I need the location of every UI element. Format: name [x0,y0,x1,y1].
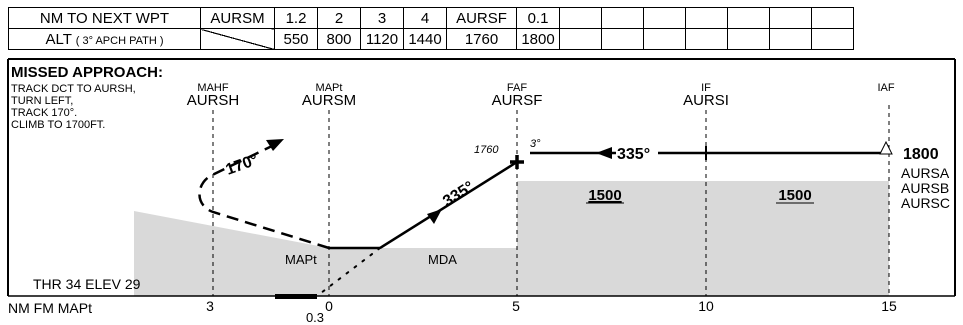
missed-approach-line: TRACK 170°. [11,107,77,119]
fix-name-aursh: AURSH [187,92,240,109]
table-cell: 1120 [360,28,404,50]
table-cell: 800 [317,28,361,50]
missed-arrowhead [266,139,284,151]
table-cell-diagonal [200,28,275,50]
iaf-name: AURSC [901,195,950,211]
msa-area [517,181,889,296]
runway-offset-label: 0.3 [306,310,324,325]
row-header-alt: ALT ( 3° APCH PATH ) [8,28,201,50]
axis-tick-label: 5 [512,298,520,314]
axis-tick-label: 10 [698,298,714,314]
iaf-altitude: 1800 [903,146,939,163]
axis-title: NM FM MAPt [8,300,92,316]
axis-tick-label: 0 [325,298,333,314]
iaf-name: AURSB [901,180,949,196]
missed-approach-path [198,144,330,250]
table-cell: 550 [274,28,318,50]
msa-label-left: 1500 [588,187,621,204]
table-cell [811,28,854,50]
msa-label-right: 1500 [778,187,811,204]
fix-name-aursf: AURSF [492,92,543,109]
glide-angle-label: 3° [530,138,541,150]
table-row-nm-to-next-wpt: NM TO NEXT WPT AURSM 1.2 2 3 4 AURSF 0.1 [8,7,854,29]
table-cell: 1800 [516,28,560,50]
final-approach-line [379,160,518,250]
fix-role-if: IF [701,82,711,94]
fix-name-aursm: AURSM [302,92,356,109]
fix-role-iaf: IAF [877,82,894,94]
missed-approach-line: TURN LEFT, [11,95,73,107]
alt-label: ALT [45,30,72,48]
fix-role-faf: FAF [507,82,527,94]
runway-bar [275,294,317,299]
final-arrowhead [427,209,442,224]
axis-tick-label: 15 [881,298,897,314]
final-track-label: 335° [440,178,477,210]
missed-track-label: 170° [224,151,261,178]
missed-approach-line: TRACK DCT TO AURSH, [11,83,136,95]
missed-approach-line: CLIMB TO 1700FT. [11,119,105,131]
table-cell: 1760 [446,28,517,50]
fix-role-mapt: MAPt [316,82,343,94]
inbound-arrowhead [596,147,612,159]
mda-area [329,248,517,296]
inbound-label-bg [616,143,658,161]
threshold-label: THR 34 ELEV 29 [33,276,141,292]
row-header-nm: NM TO NEXT WPT [8,7,201,29]
fix-name-aursi: AURSI [683,92,729,109]
mda-label: MDA [428,252,457,267]
faf-altitude: 1760 [474,144,499,156]
axis-tick-label: 3 [206,298,214,314]
iaf-triangle-icon [879,140,893,155]
missed-approach-title: MISSED APPROACH: [11,64,163,81]
apch-path-label: ( 3° APCH PATH ) [75,34,164,47]
iaf-name: AURSA [901,165,950,181]
fix-role-mahf: MAHF [197,82,228,94]
table-cell: 1440 [403,28,447,50]
obstacle-area-missed [134,211,329,296]
inbound-track-label: 335° [617,146,650,163]
mapt-label: MAPt [285,252,317,267]
table-row-altitude: ALT ( 3° APCH PATH ) 550 800 1120 1440 1… [8,28,854,50]
distance-altitude-table: NM TO NEXT WPT AURSM 1.2 2 3 4 AURSF 0.1… [8,7,854,50]
visual-segment-line [316,247,381,297]
